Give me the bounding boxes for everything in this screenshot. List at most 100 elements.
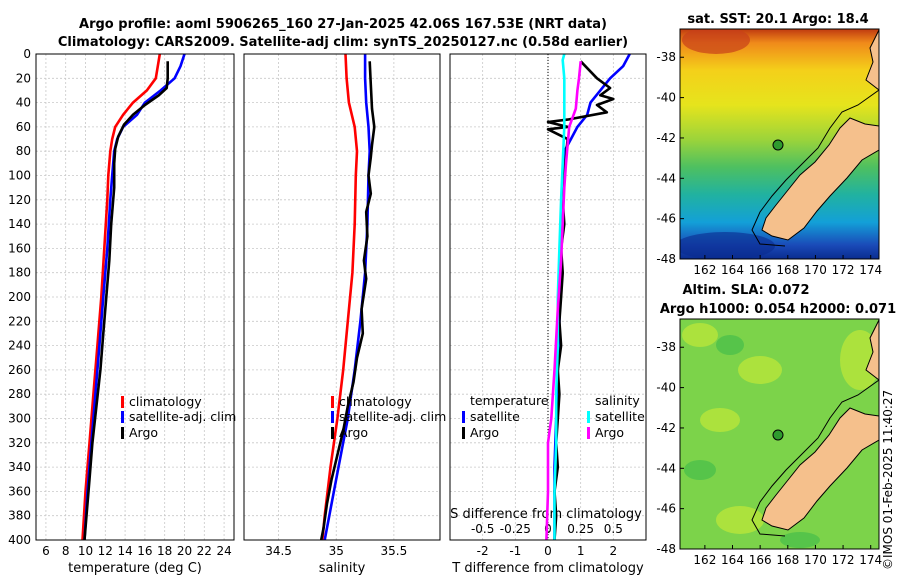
map-x-tick-label: 172 — [832, 553, 855, 567]
sst-warm-patch — [682, 29, 750, 54]
sla-shelf-contour — [751, 379, 879, 537]
legend-swatch-argo — [331, 427, 334, 439]
y-tick-label: 260 — [8, 363, 31, 377]
sla-blob — [716, 335, 744, 355]
map-y-tick-label: -42 — [656, 421, 676, 435]
map-x-tick-label: 172 — [832, 263, 855, 277]
x-tick-label: 6 — [42, 544, 50, 558]
sst-argo-marker — [772, 139, 784, 151]
map-y-tick-label: -40 — [656, 381, 676, 395]
south-island-land — [761, 117, 879, 241]
x-tick-label: -2 — [477, 544, 489, 558]
sla-map-title: Altim. SLA: 0.072 — [683, 283, 810, 298]
sst-map-frame — [679, 28, 880, 260]
s-difference-tick-label: 0.25 — [567, 522, 594, 536]
y-tick-label: 340 — [8, 460, 31, 474]
sla-map-ticks: 162 164 166 168 170 172 174 -38 -40 -42 -44 -46 -48 — [656, 340, 882, 567]
y-tick-label: 320 — [8, 436, 31, 450]
map-x-tick-label: 162 — [693, 553, 716, 567]
x-tick-label: 12 — [98, 544, 113, 558]
series-line-argo — [83, 61, 169, 541]
x-tick-label: 35.5 — [381, 544, 408, 558]
temperature-panel: 0 20 40 60 80 100 120 140 160 180 200 220 240 260 280 3… — [8, 47, 235, 576]
sla-blob — [700, 408, 740, 432]
y-tick-label: 20 — [16, 71, 31, 85]
y-tick-label: 380 — [8, 509, 31, 523]
legend-label-argo: Argo — [129, 425, 158, 440]
salinity-legend: climatology satellite-adj. clim Argo — [331, 394, 446, 440]
sst-cool-patch — [680, 232, 775, 259]
sla-argo-marker — [772, 429, 784, 441]
map-y-tick-label: -40 — [656, 91, 676, 105]
x-tick-label: -1 — [509, 544, 521, 558]
sst-map: sat. SST: 20.1 Argo: 18.4 162 164 166 168 17… — [656, 12, 882, 277]
legend-label-climatology: climatology — [339, 394, 412, 409]
x-tick-label: 24 — [216, 544, 231, 558]
y-tick-label: 60 — [16, 120, 31, 134]
north-island-land — [865, 319, 879, 381]
legend-swatch-climatology — [121, 396, 124, 408]
map-x-tick-label: 174 — [859, 263, 882, 277]
title-line-2: Climatology: CARS2009. Satellite-adj cli… — [58, 35, 628, 50]
sla-map-frame — [679, 318, 880, 550]
legend-swatch-temp-satellite — [462, 411, 465, 423]
temperature-legend: climatology satellite-adj. clim Argo — [121, 394, 236, 440]
map-y-tick-label: -48 — [656, 542, 676, 556]
series-line-climatology — [81, 53, 162, 541]
legend-title-temperature: temperature — [470, 393, 549, 408]
legend-label-climatology: climatology — [129, 394, 202, 409]
sla-blob — [684, 460, 716, 480]
s-difference-tick-label: -0.25 — [500, 522, 531, 536]
legend-label-satellite: satellite-adj. clim — [129, 409, 236, 424]
map-x-tick-label: 164 — [721, 263, 744, 277]
x-tick-label: 2 — [610, 544, 618, 558]
y-tick-label: 100 — [8, 169, 31, 183]
x-tick-label: 35 — [329, 544, 344, 558]
x-tick-label: 10 — [78, 544, 93, 558]
y-tick-label: 360 — [8, 484, 31, 498]
map-y-tick-label: -46 — [656, 212, 676, 226]
map-y-tick-label: -38 — [656, 50, 676, 64]
x-tick-label: 8 — [62, 544, 70, 558]
map-x-tick-label: 166 — [749, 553, 772, 567]
x-axis-label: temperature (deg C) — [68, 561, 202, 576]
south-island-land — [761, 407, 879, 531]
plot-frame — [243, 53, 441, 541]
map-x-tick-label: 166 — [749, 263, 772, 277]
legend-title-salinity: salinity — [595, 393, 640, 408]
difference-panel: -2 -1 0 1 2S difference from climatology-0.5… — [449, 53, 647, 576]
sla-blob — [738, 356, 782, 384]
y-tick-label: 220 — [8, 314, 31, 328]
series-line-salinity-argo — [545, 61, 582, 541]
map-y-tick-label: -48 — [656, 252, 676, 266]
y-tick-label: 180 — [8, 266, 31, 280]
map-x-tick-label: 174 — [859, 553, 882, 567]
series-line-argo — [319, 61, 376, 541]
legend-swatch-sal-satellite — [587, 411, 590, 423]
salinity-panel: 34.5 35 35.5 salinity — [243, 53, 441, 576]
x-tick-label: 14 — [117, 544, 132, 558]
x-tick-label: 34.5 — [265, 544, 292, 558]
legend-label-satellite: satellite-adj. clim — [339, 409, 446, 424]
y-tick-label: 0 — [23, 47, 31, 61]
map-y-tick-label: -42 — [656, 131, 676, 145]
series-line-climatology — [321, 53, 359, 541]
y-tick-label: 40 — [16, 96, 31, 110]
legend-label-sal-argo: Argo — [595, 425, 624, 440]
y-tick-label: 240 — [8, 339, 31, 353]
x-tick-label: 22 — [197, 544, 212, 558]
plot-frame — [449, 53, 647, 541]
y-tick-label: 400 — [8, 533, 31, 547]
x-axis-label: T difference from climatology — [451, 561, 644, 576]
map-y-tick-label: -46 — [656, 502, 676, 516]
x-tick-label: 0 — [544, 544, 552, 558]
legend-swatch-temp-argo — [462, 427, 465, 439]
legend-label-temp-argo: Argo — [470, 425, 499, 440]
sst-map-ticks: 162 164 166 168 170 172 174 -38 -40 -42 -44 -46 -48 — [656, 50, 882, 277]
x-tick-label: 1 — [577, 544, 585, 558]
map-x-tick-label: 170 — [804, 553, 827, 567]
plot-frame — [35, 53, 235, 541]
map-x-tick-label: 168 — [776, 553, 799, 567]
x-tick-label: 18 — [157, 544, 172, 558]
map-y-tick-label: -38 — [656, 340, 676, 354]
